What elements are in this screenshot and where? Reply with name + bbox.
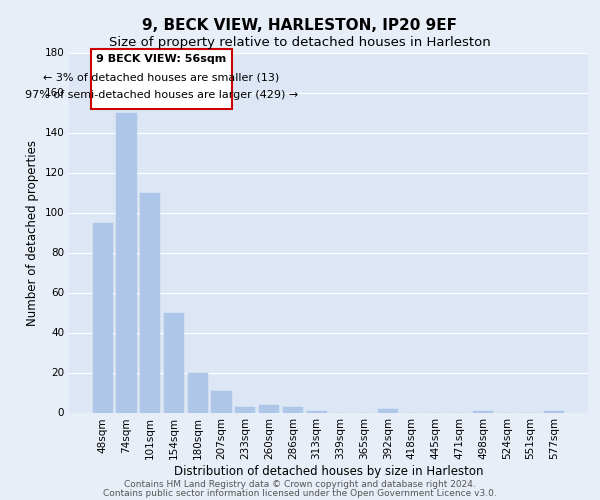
Text: Size of property relative to detached houses in Harleston: Size of property relative to detached ho…	[109, 36, 491, 49]
Text: 97% of semi-detached houses are larger (429) →: 97% of semi-detached houses are larger (…	[25, 90, 298, 101]
Bar	[307, 410, 327, 412]
Bar	[473, 410, 493, 412]
FancyBboxPatch shape	[91, 48, 232, 108]
Bar	[283, 406, 303, 412]
Bar	[544, 410, 565, 412]
Bar	[259, 404, 279, 412]
Bar	[188, 372, 208, 412]
Bar	[211, 390, 232, 412]
Text: Contains HM Land Registry data © Crown copyright and database right 2024.: Contains HM Land Registry data © Crown c…	[124, 480, 476, 489]
Text: ← 3% of detached houses are smaller (13): ← 3% of detached houses are smaller (13)	[43, 72, 280, 83]
X-axis label: Distribution of detached houses by size in Harleston: Distribution of detached houses by size …	[174, 465, 483, 478]
Text: 9, BECK VIEW, HARLESTON, IP20 9EF: 9, BECK VIEW, HARLESTON, IP20 9EF	[143, 18, 458, 32]
Bar	[378, 408, 398, 412]
Bar	[235, 406, 256, 412]
Bar	[92, 222, 113, 412]
Bar	[116, 112, 137, 412]
Bar	[140, 192, 160, 412]
Bar	[164, 312, 184, 412]
Y-axis label: Number of detached properties: Number of detached properties	[26, 140, 39, 326]
Text: 9 BECK VIEW: 56sqm: 9 BECK VIEW: 56sqm	[97, 54, 227, 64]
Text: Contains public sector information licensed under the Open Government Licence v3: Contains public sector information licen…	[103, 488, 497, 498]
